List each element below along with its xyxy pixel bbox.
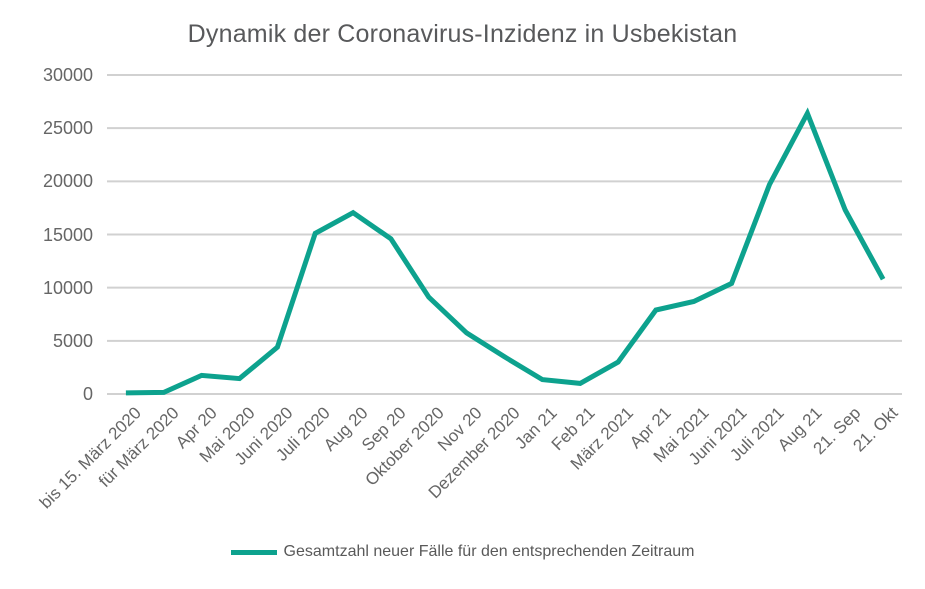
- y-tick-label: 5000: [52, 330, 93, 351]
- legend-label: Gesamtzahl neuer Fälle für den entsprech…: [283, 543, 695, 560]
- y-tick-label: 25000: [42, 118, 93, 139]
- y-tick-label: 0: [82, 384, 93, 404]
- y-tick-label: 30000: [42, 65, 93, 85]
- legend: Gesamtzahl neuer Fälle für den entsprech…: [0, 543, 925, 561]
- y-tick-label: 10000: [42, 277, 93, 298]
- series-line: [125, 107, 886, 396]
- y-tick-label: 15000: [42, 224, 93, 245]
- legend-line-swatch: [230, 549, 277, 555]
- chart-title: Dynamik der Coronavirus-Inzidenz in Usbe…: [187, 20, 738, 48]
- y-tick-label: 20000: [42, 171, 93, 192]
